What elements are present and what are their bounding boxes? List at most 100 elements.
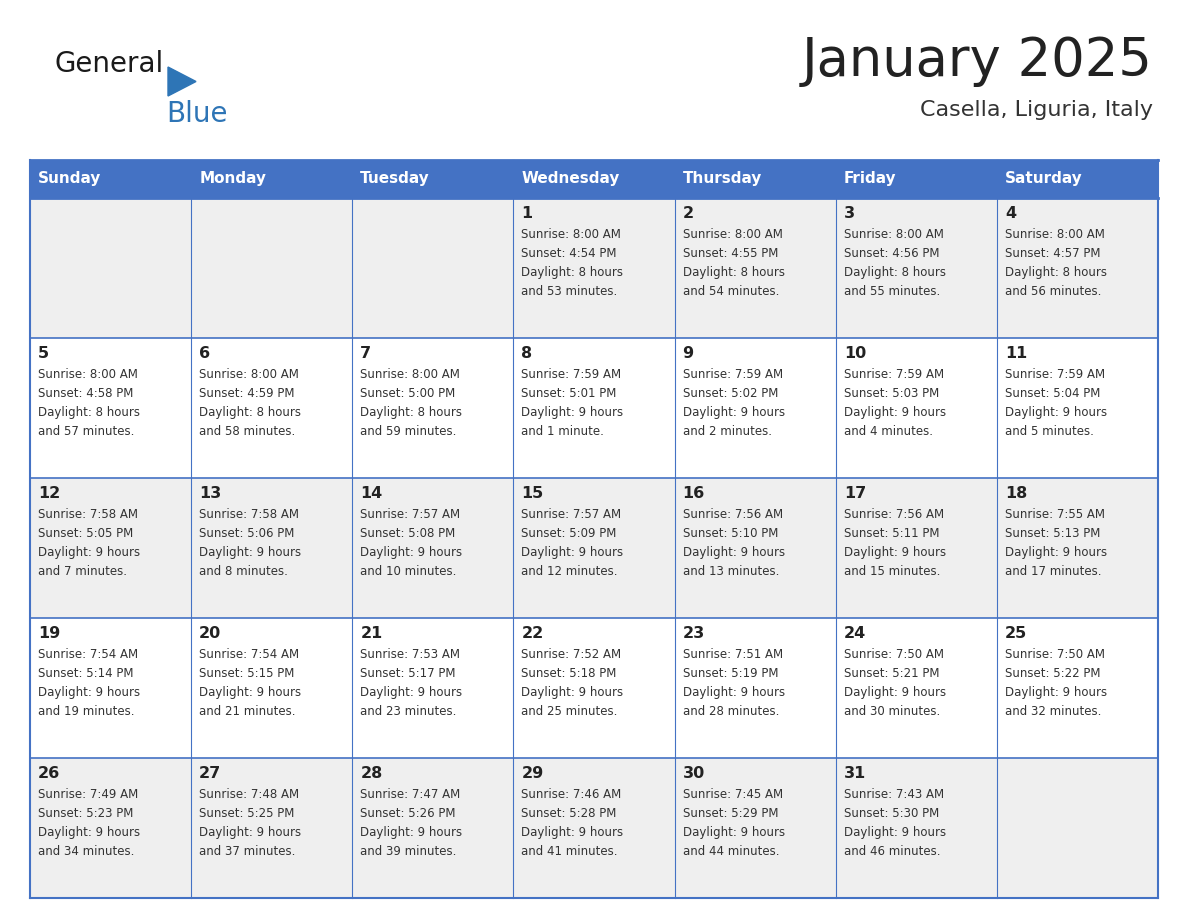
Text: and 13 minutes.: and 13 minutes. xyxy=(683,565,779,578)
Bar xyxy=(30,618,191,758)
Text: Sunrise: 7:59 AM: Sunrise: 7:59 AM xyxy=(683,368,783,381)
Text: 20: 20 xyxy=(200,626,221,641)
Text: Saturday: Saturday xyxy=(1005,172,1082,186)
Text: and 41 minutes.: and 41 minutes. xyxy=(522,845,618,858)
Text: Sunset: 5:01 PM: Sunset: 5:01 PM xyxy=(522,387,617,400)
Polygon shape xyxy=(168,67,196,96)
Bar xyxy=(675,160,835,198)
Text: Sunset: 4:57 PM: Sunset: 4:57 PM xyxy=(1005,247,1100,260)
Bar xyxy=(353,198,513,338)
Text: Sunrise: 7:54 AM: Sunrise: 7:54 AM xyxy=(38,648,138,661)
Text: Daylight: 8 hours: Daylight: 8 hours xyxy=(38,406,140,419)
Text: Sunrise: 7:48 AM: Sunrise: 7:48 AM xyxy=(200,788,299,801)
Bar xyxy=(30,338,191,478)
Bar xyxy=(997,618,1158,758)
Text: January 2025: January 2025 xyxy=(802,35,1154,87)
Text: and 10 minutes.: and 10 minutes. xyxy=(360,565,456,578)
Text: Sunset: 4:55 PM: Sunset: 4:55 PM xyxy=(683,247,778,260)
Text: and 25 minutes.: and 25 minutes. xyxy=(522,705,618,718)
Text: and 56 minutes.: and 56 minutes. xyxy=(1005,285,1101,298)
Text: 23: 23 xyxy=(683,626,704,641)
Bar xyxy=(513,758,675,898)
Text: Thursday: Thursday xyxy=(683,172,762,186)
Text: Sunset: 5:02 PM: Sunset: 5:02 PM xyxy=(683,387,778,400)
Bar xyxy=(997,478,1158,618)
Text: Sunrise: 7:50 AM: Sunrise: 7:50 AM xyxy=(843,648,943,661)
Text: Sunrise: 8:00 AM: Sunrise: 8:00 AM xyxy=(1005,228,1105,241)
Text: Sunrise: 7:49 AM: Sunrise: 7:49 AM xyxy=(38,788,138,801)
Bar xyxy=(30,758,191,898)
Text: Daylight: 8 hours: Daylight: 8 hours xyxy=(1005,266,1107,279)
Text: 10: 10 xyxy=(843,346,866,361)
Text: Sunrise: 8:00 AM: Sunrise: 8:00 AM xyxy=(200,368,299,381)
Text: 15: 15 xyxy=(522,486,544,501)
Text: Daylight: 9 hours: Daylight: 9 hours xyxy=(522,686,624,699)
Text: and 4 minutes.: and 4 minutes. xyxy=(843,425,933,438)
Text: and 12 minutes.: and 12 minutes. xyxy=(522,565,618,578)
Bar xyxy=(835,338,997,478)
Text: and 15 minutes.: and 15 minutes. xyxy=(843,565,940,578)
Text: Daylight: 9 hours: Daylight: 9 hours xyxy=(38,826,140,839)
Text: 24: 24 xyxy=(843,626,866,641)
Text: 2: 2 xyxy=(683,206,694,221)
Text: Sunset: 5:05 PM: Sunset: 5:05 PM xyxy=(38,527,133,540)
Text: Daylight: 9 hours: Daylight: 9 hours xyxy=(38,686,140,699)
Text: Daylight: 9 hours: Daylight: 9 hours xyxy=(683,826,785,839)
Text: Sunrise: 8:00 AM: Sunrise: 8:00 AM xyxy=(522,228,621,241)
Text: Sunrise: 7:46 AM: Sunrise: 7:46 AM xyxy=(522,788,621,801)
Text: Sunset: 5:19 PM: Sunset: 5:19 PM xyxy=(683,667,778,680)
Text: and 30 minutes.: and 30 minutes. xyxy=(843,705,940,718)
Bar xyxy=(513,338,675,478)
Text: Sunrise: 7:51 AM: Sunrise: 7:51 AM xyxy=(683,648,783,661)
Text: Sunset: 5:04 PM: Sunset: 5:04 PM xyxy=(1005,387,1100,400)
Text: 11: 11 xyxy=(1005,346,1028,361)
Text: 21: 21 xyxy=(360,626,383,641)
Text: Sunrise: 7:59 AM: Sunrise: 7:59 AM xyxy=(1005,368,1105,381)
Bar xyxy=(997,758,1158,898)
Text: and 1 minute.: and 1 minute. xyxy=(522,425,605,438)
Text: and 8 minutes.: and 8 minutes. xyxy=(200,565,287,578)
Bar xyxy=(191,478,353,618)
Text: Sunset: 5:13 PM: Sunset: 5:13 PM xyxy=(1005,527,1100,540)
Text: and 53 minutes.: and 53 minutes. xyxy=(522,285,618,298)
Bar xyxy=(997,198,1158,338)
Text: 17: 17 xyxy=(843,486,866,501)
Text: 14: 14 xyxy=(360,486,383,501)
Text: Sunrise: 8:00 AM: Sunrise: 8:00 AM xyxy=(360,368,460,381)
Text: Daylight: 8 hours: Daylight: 8 hours xyxy=(843,266,946,279)
Text: Sunrise: 8:00 AM: Sunrise: 8:00 AM xyxy=(683,228,783,241)
Bar xyxy=(835,478,997,618)
Bar xyxy=(353,618,513,758)
Bar xyxy=(513,198,675,338)
Text: Sunset: 5:21 PM: Sunset: 5:21 PM xyxy=(843,667,940,680)
Text: Sunrise: 7:56 AM: Sunrise: 7:56 AM xyxy=(843,508,943,521)
Text: 26: 26 xyxy=(38,766,61,781)
Text: Sunrise: 7:59 AM: Sunrise: 7:59 AM xyxy=(522,368,621,381)
Bar xyxy=(191,618,353,758)
Text: and 46 minutes.: and 46 minutes. xyxy=(843,845,940,858)
Text: Sunrise: 7:45 AM: Sunrise: 7:45 AM xyxy=(683,788,783,801)
Text: and 55 minutes.: and 55 minutes. xyxy=(843,285,940,298)
Bar xyxy=(191,160,353,198)
Bar xyxy=(30,478,191,618)
Text: Monday: Monday xyxy=(200,172,266,186)
Bar xyxy=(513,618,675,758)
Text: Blue: Blue xyxy=(166,100,227,128)
Text: Daylight: 9 hours: Daylight: 9 hours xyxy=(360,686,462,699)
Text: Sunset: 5:17 PM: Sunset: 5:17 PM xyxy=(360,667,456,680)
Text: Sunrise: 7:54 AM: Sunrise: 7:54 AM xyxy=(200,648,299,661)
Text: Sunrise: 7:47 AM: Sunrise: 7:47 AM xyxy=(360,788,461,801)
Text: and 17 minutes.: and 17 minutes. xyxy=(1005,565,1101,578)
Text: Sunrise: 7:58 AM: Sunrise: 7:58 AM xyxy=(200,508,299,521)
Text: and 44 minutes.: and 44 minutes. xyxy=(683,845,779,858)
Text: Sunday: Sunday xyxy=(38,172,101,186)
Text: Daylight: 9 hours: Daylight: 9 hours xyxy=(200,546,302,559)
Text: and 37 minutes.: and 37 minutes. xyxy=(200,845,296,858)
Text: Sunset: 5:18 PM: Sunset: 5:18 PM xyxy=(522,667,617,680)
Text: Sunrise: 8:00 AM: Sunrise: 8:00 AM xyxy=(843,228,943,241)
Bar xyxy=(675,478,835,618)
Text: Sunset: 5:06 PM: Sunset: 5:06 PM xyxy=(200,527,295,540)
Text: 19: 19 xyxy=(38,626,61,641)
Bar xyxy=(513,160,675,198)
Text: and 54 minutes.: and 54 minutes. xyxy=(683,285,779,298)
